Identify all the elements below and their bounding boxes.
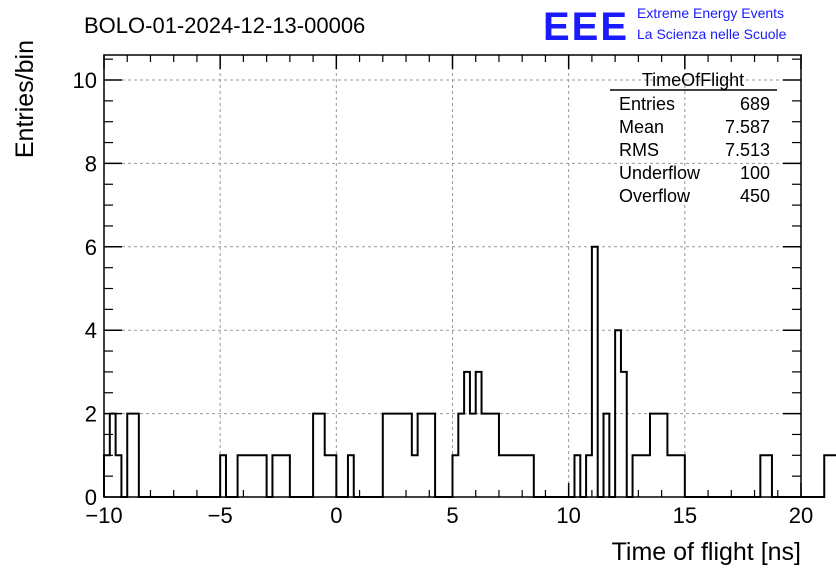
x-tick-label: 10	[556, 503, 580, 528]
x-tick-label: −5	[208, 503, 233, 528]
run-title: BOLO-01-2024-12-13-00006	[84, 13, 365, 38]
x-tick-label: 0	[330, 503, 342, 528]
stats-label: Entries	[619, 94, 675, 114]
stats-label: Overflow	[619, 186, 691, 206]
plot-frame	[103, 54, 802, 498]
y-tick-label: 0	[85, 485, 97, 510]
x-tick-labels: −10 −5 0 5 10 15 20	[85, 503, 813, 528]
y-tick-labels: 0 2 4 6 8 10	[73, 68, 97, 510]
stats-value: 7.587	[725, 117, 770, 137]
y-tick-label: 6	[85, 235, 97, 260]
stats-value: 100	[740, 163, 770, 183]
x-axis-title: Time of flight [ns]	[612, 538, 801, 566]
x-tick-label: 15	[673, 503, 697, 528]
stats-value: 689	[740, 94, 770, 114]
stats-value: 7.513	[725, 140, 770, 160]
logo-line-1: Extreme Energy Events	[637, 5, 784, 21]
y-tick-label: 10	[73, 68, 97, 93]
y-axis-title: Entries/bin	[11, 40, 39, 158]
stats-box: TimeOfFlight Entries 689 Mean 7.587 RMS 7.513…	[610, 70, 777, 206]
stats-value: 450	[740, 186, 770, 206]
logo-line-2: La Scienza nelle Scuole	[637, 26, 787, 42]
stats-label: RMS	[619, 140, 659, 160]
x-tick-label: 5	[446, 503, 458, 528]
x-tick-label: −10	[85, 503, 122, 528]
grid-lines	[104, 55, 801, 497]
stats-title: TimeOfFlight	[642, 70, 744, 90]
y-tick-label: 8	[85, 151, 97, 176]
x-tick-label: 20	[789, 503, 813, 528]
y-tick-label: 2	[85, 402, 97, 427]
y-tick-label: 4	[85, 318, 97, 343]
eee-logo: EEE	[543, 5, 629, 49]
stats-label: Underflow	[619, 163, 701, 183]
stats-label: Mean	[619, 117, 664, 137]
